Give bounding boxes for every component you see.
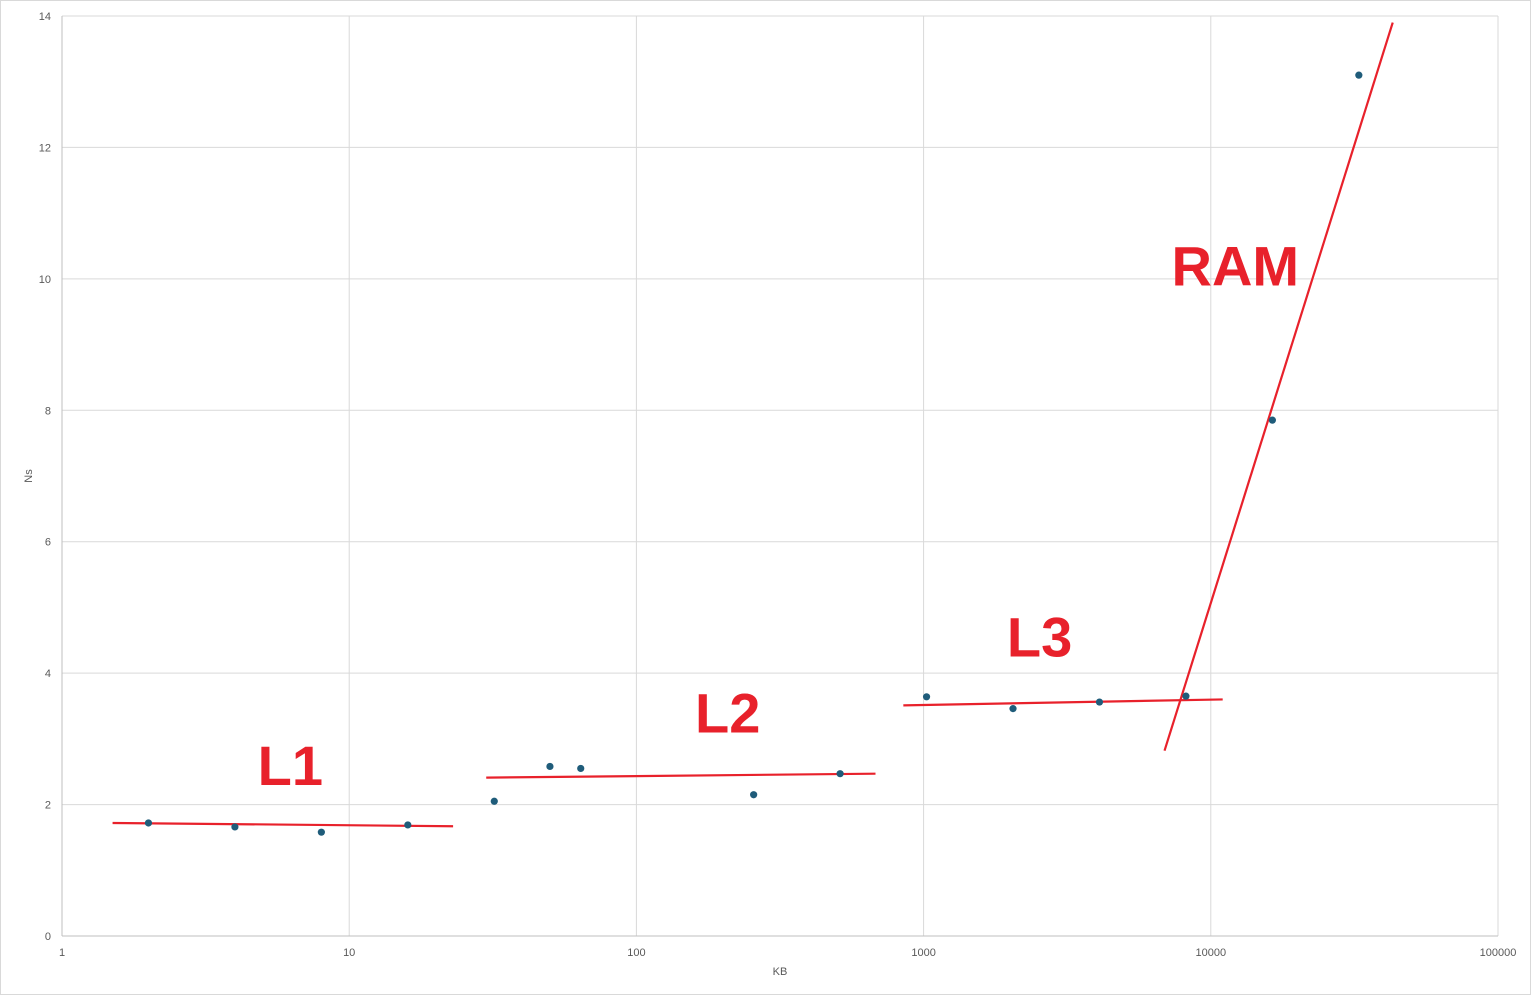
x-tick-label: 100 — [627, 947, 645, 959]
data-point — [750, 791, 758, 799]
y-axis-title: Ns — [23, 469, 35, 483]
x-tick-label: 10 — [343, 947, 355, 959]
y-tick-label: 4 — [45, 668, 51, 680]
trend-line-l1 — [112, 821, 454, 828]
x-tick-label: 100000 — [1480, 947, 1517, 959]
data-point — [1095, 698, 1104, 706]
y-tick-label: 8 — [45, 405, 51, 417]
trend-line-l3 — [903, 698, 1223, 707]
y-tick-label: 14 — [39, 11, 51, 23]
data-point — [1182, 692, 1190, 700]
data-point — [490, 797, 498, 805]
data-point — [1355, 71, 1363, 79]
x-tick-label: 1 — [59, 947, 65, 959]
trend-line-layer — [112, 22, 1394, 828]
data-point — [1268, 416, 1276, 424]
x-axis-title: KB — [773, 966, 788, 978]
axis-layer: 0 2 4 6 8 10 12 14 1 10 100 1000 10000 100000 — [39, 11, 1517, 959]
region-label-l2: L2 — [695, 681, 760, 744]
data-point — [1009, 705, 1017, 713]
data-point — [546, 762, 554, 771]
region-label-l3: L3 — [1007, 606, 1072, 669]
x-tick-label: 1000 — [911, 947, 935, 959]
data-point — [922, 693, 931, 701]
data-point — [836, 770, 844, 778]
x-tick-label: 10000 — [1196, 947, 1227, 959]
data-point-layer — [144, 71, 1363, 836]
trend-line-ram — [1163, 22, 1394, 752]
data-point — [144, 819, 153, 827]
y-tick-label: 2 — [45, 800, 51, 812]
y-tick-label: 12 — [39, 142, 51, 154]
region-label-ram: RAM — [1172, 234, 1300, 297]
data-point — [231, 823, 239, 831]
grid-layer — [61, 15, 1499, 937]
y-tick-label: 10 — [39, 274, 51, 286]
data-point — [577, 764, 585, 773]
trend-line-l2 — [486, 772, 876, 779]
region-label-l1: L1 — [258, 734, 323, 797]
y-tick-label: 0 — [45, 931, 51, 943]
data-point — [404, 821, 412, 829]
y-tick-label: 6 — [45, 537, 51, 549]
data-point — [317, 828, 325, 836]
annotation-layer: L1 L2 L3 RAM — [258, 234, 1299, 796]
